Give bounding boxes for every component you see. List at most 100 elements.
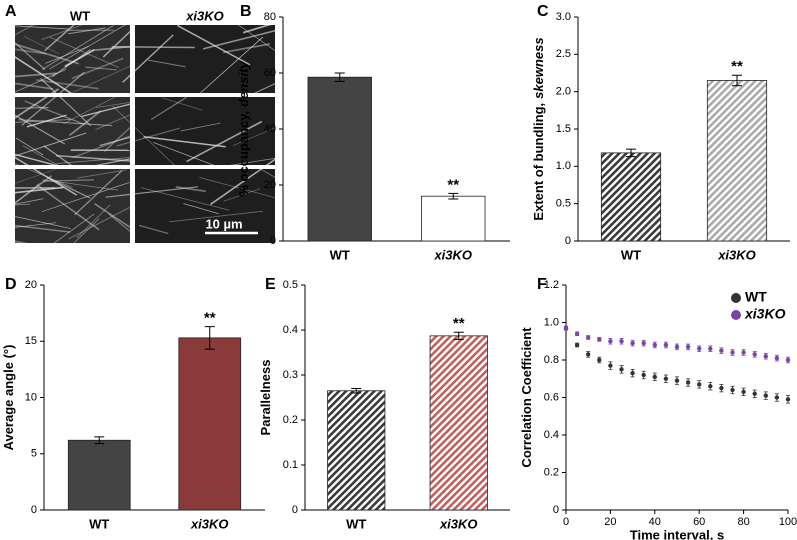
fiber <box>15 175 53 212</box>
point <box>752 352 757 357</box>
y-axis-label-text: Average angle (°) <box>1 345 16 451</box>
point <box>608 363 613 368</box>
fiber <box>68 110 102 137</box>
point <box>652 342 657 348</box>
significance: ** <box>204 310 216 327</box>
point <box>752 391 757 396</box>
fiber <box>242 25 275 34</box>
fiber <box>41 25 114 71</box>
panel-letter: F <box>537 276 547 293</box>
bar <box>429 335 488 511</box>
point <box>630 340 635 346</box>
x-tick-label: xi3KO <box>433 247 472 262</box>
y-tick-label: 5 <box>31 448 37 460</box>
fiber <box>45 45 89 64</box>
fiber <box>41 213 95 243</box>
fiber <box>36 184 100 231</box>
point <box>597 337 602 342</box>
legend-marker <box>731 293 741 303</box>
y-tick-label: 0 <box>565 235 571 247</box>
y-tick-label: 0 <box>553 504 559 516</box>
fiber <box>15 25 48 43</box>
fiber <box>15 203 31 207</box>
point <box>563 325 569 331</box>
y-tick-label: 0.6 <box>544 391 559 403</box>
fiber <box>112 105 185 175</box>
y-tick-label: 0.8 <box>544 354 559 366</box>
y-tick-label: 0.5 <box>556 198 571 210</box>
point <box>685 380 691 385</box>
legend-label: WT <box>745 289 767 305</box>
panel-letter: C <box>537 3 549 20</box>
y-tick-label: 20 <box>264 179 276 191</box>
point <box>763 393 768 398</box>
y-tick-label: 2.5 <box>556 48 571 60</box>
error-bar <box>732 74 742 87</box>
fiber <box>175 185 206 193</box>
panel-letter: D <box>5 276 17 293</box>
fiber <box>251 76 275 96</box>
fiber <box>36 79 99 90</box>
fiber <box>102 28 134 58</box>
y-tick-label: 15 <box>25 335 37 347</box>
fiber <box>61 218 100 243</box>
micrographs <box>15 25 275 243</box>
column-header: WT <box>70 8 90 23</box>
fiber <box>63 92 123 125</box>
x-tick-label: 80 <box>737 516 749 528</box>
point <box>741 350 746 355</box>
fiber <box>68 27 106 35</box>
fiber <box>76 204 111 239</box>
point <box>763 354 768 359</box>
fiber <box>15 198 44 207</box>
error-bar <box>334 72 345 82</box>
fiber <box>15 149 61 168</box>
bar <box>600 152 662 242</box>
y-tick-label: 0.5 <box>283 279 298 291</box>
panel-letter: E <box>265 276 276 293</box>
micrograph <box>135 97 275 165</box>
panel-letter: B <box>240 3 252 20</box>
significance: ** <box>453 315 465 332</box>
panel-letter: A <box>5 3 17 20</box>
error-bar <box>351 388 362 394</box>
error-bar <box>453 331 464 340</box>
fiber <box>150 96 187 120</box>
point <box>619 339 624 344</box>
point <box>785 357 791 363</box>
bar <box>178 337 242 511</box>
legend-marker <box>731 310 741 320</box>
x-tick-label: xi3KO <box>717 247 756 262</box>
point <box>774 395 780 400</box>
y-axis-label-text: % occupancy, <box>236 111 251 197</box>
micrograph <box>135 169 275 243</box>
y-tick-label: 0.4 <box>283 324 298 336</box>
fiber <box>223 43 271 54</box>
fiber <box>18 119 113 127</box>
point <box>730 350 735 355</box>
fiber <box>15 106 49 110</box>
x-tick-label: 100 <box>779 516 797 528</box>
point <box>774 355 780 361</box>
fiber <box>147 59 186 68</box>
error-bar <box>448 192 459 200</box>
fiber <box>64 49 95 68</box>
y-axis-label-text: Parallelness <box>258 360 273 436</box>
fiber <box>199 177 275 203</box>
fiber <box>23 35 60 55</box>
fiber <box>41 25 103 41</box>
error-bar <box>204 326 215 350</box>
point <box>685 344 691 350</box>
fiber <box>15 102 66 145</box>
y-tick-label: 1.5 <box>556 123 571 135</box>
point <box>641 340 646 346</box>
error-bar <box>626 148 636 158</box>
fiber <box>72 132 140 159</box>
y-tick-label: 1.0 <box>544 316 559 328</box>
fiber <box>15 25 69 30</box>
bar <box>67 439 131 511</box>
x-axis-label: Time interval, s <box>630 527 724 540</box>
y-tick-label: 20 <box>25 279 37 291</box>
point <box>697 346 702 351</box>
